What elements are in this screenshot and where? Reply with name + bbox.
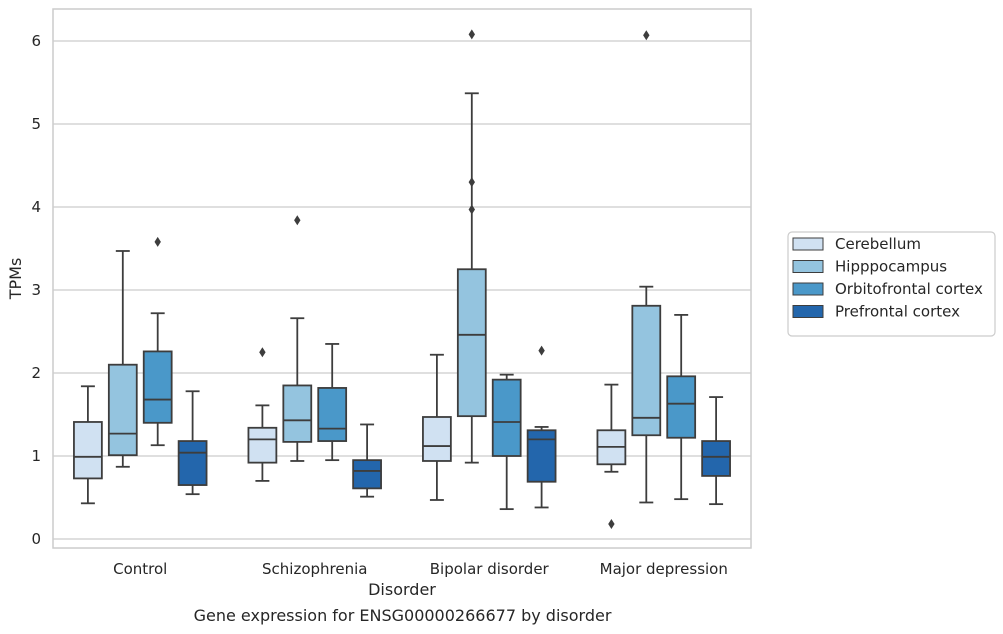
y-tick-label: 2 — [31, 364, 41, 382]
legend-label: Hipppocampus — [835, 258, 947, 276]
legend-label: Cerebellum — [835, 235, 921, 253]
legend-swatch — [792, 260, 824, 273]
iqr-box — [107, 363, 138, 457]
y-axis-ticks: 0 1 2 3 4 5 6 — [31, 32, 41, 548]
x-tick-label: Control — [113, 560, 167, 578]
box-orbitofrontal-cortex — [317, 343, 348, 462]
box-cerebellum — [596, 383, 627, 530]
box-cerebellum — [422, 353, 452, 501]
iqr-box — [247, 426, 278, 464]
legend-swatch — [792, 305, 824, 318]
outlier-point — [538, 345, 545, 356]
x-tick-label: Major depression — [600, 560, 728, 578]
outlier-point — [154, 236, 161, 247]
box-prefrontal-cortex — [352, 423, 382, 498]
iqr-box — [142, 350, 173, 424]
x-axis-title: Disorder — [368, 580, 436, 599]
legend-swatch — [792, 237, 824, 251]
iqr-box — [317, 387, 348, 442]
iqr-box — [177, 440, 208, 486]
y-tick-label: 1 — [31, 447, 41, 465]
y-axis-title: TPMs — [6, 258, 25, 301]
outlier-point — [294, 215, 301, 226]
box-hipppocampus — [456, 29, 487, 464]
iqr-box — [701, 440, 731, 477]
x-tick-label: Bipolar disorder — [430, 560, 550, 578]
box-orbitofrontal-cortex — [666, 313, 697, 501]
x-tick-label: Schizophrenia — [262, 560, 367, 578]
outlier-point — [468, 177, 475, 188]
legend-box — [787, 231, 996, 337]
box-prefrontal-cortex — [701, 396, 731, 506]
box-prefrontal-cortex — [526, 345, 557, 509]
box-hipppocampus — [282, 215, 313, 462]
x-axis-ticks: Control Schizophrenia Bipolar disorder Majo… — [113, 560, 728, 578]
iqr-box — [526, 429, 557, 483]
iqr-box — [422, 416, 452, 462]
iqr-box — [73, 421, 103, 480]
legend-label: Orbitofrontal cortex — [835, 280, 983, 298]
box-prefrontal-cortex — [177, 390, 208, 496]
outlier-point — [643, 30, 650, 41]
iqr-box — [491, 378, 522, 457]
legend-swatch — [792, 282, 824, 296]
outlier-point — [468, 204, 475, 215]
y-tick-label: 4 — [31, 198, 41, 216]
y-tick-label: 5 — [31, 115, 41, 133]
box-orbitofrontal-cortex — [491, 373, 522, 511]
y-tick-label: 0 — [31, 530, 41, 548]
box-hipppocampus — [631, 30, 662, 504]
iqr-box — [352, 459, 382, 490]
chart-caption: Gene expression for ENSG00000266677 by d… — [193, 606, 612, 625]
box-cerebellum — [247, 347, 278, 482]
y-tick-label: 6 — [31, 32, 41, 50]
outlier-point — [608, 519, 615, 530]
iqr-box — [666, 375, 697, 439]
box-series — [73, 29, 731, 530]
box-orbitofrontal-cortex — [142, 236, 173, 447]
iqr-box — [456, 268, 487, 418]
legend-label: Prefrontal cortex — [835, 303, 960, 321]
y-tick-label: 3 — [31, 281, 41, 299]
outlier-point — [259, 347, 266, 358]
outlier-point — [468, 29, 475, 40]
box-hipppocampus — [107, 250, 138, 468]
legend: Cerebellum Hipppocampus Orbitofrontal cort… — [787, 231, 996, 337]
iqr-box — [631, 304, 662, 437]
iqr-box — [282, 384, 313, 443]
plot-frame — [52, 8, 752, 549]
box-cerebellum — [73, 385, 103, 505]
